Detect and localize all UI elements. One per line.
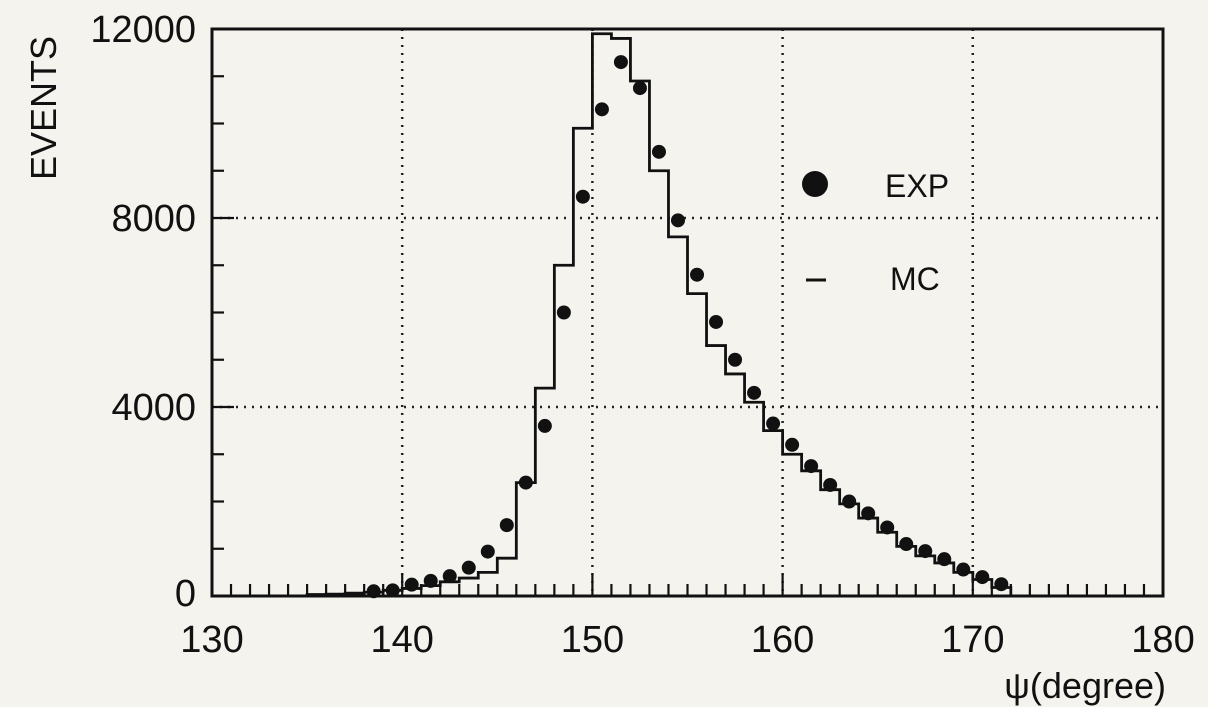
exp-data-point [861, 506, 876, 521]
y-tick-label: 0 [175, 573, 196, 615]
exp-data-point [442, 569, 457, 584]
legend-mc-label: MC [890, 261, 940, 297]
y-tick-label: 4000 [111, 387, 196, 429]
exp-data-point [747, 385, 762, 400]
exp-data-point [785, 437, 800, 452]
minor-ticks [210, 27, 1165, 598]
exp-data-point [918, 544, 933, 559]
exp-data-point [423, 573, 438, 588]
exp-data-point [613, 55, 628, 70]
x-tick-label: 130 [180, 619, 243, 661]
exp-data-point [594, 102, 609, 117]
exp-data-point [975, 570, 990, 585]
mc-step-line [305, 32, 1013, 596]
exp-data-point [728, 352, 743, 367]
exp-data-point [518, 475, 533, 490]
legend-exp-marker [802, 171, 828, 197]
x-tick-label: 140 [370, 619, 433, 661]
exp-data-point [651, 144, 666, 159]
x-tick-labels: 130 140 150 160 170 180 [180, 619, 1194, 661]
exp-data-point [575, 189, 590, 204]
y-tick-label: 8000 [111, 198, 196, 240]
y-axis-title: EVENTS [23, 36, 64, 180]
exp-data-point [804, 459, 819, 474]
exp-data-point [404, 577, 419, 592]
exp-data-point [670, 213, 685, 228]
exp-data-point [385, 583, 400, 598]
exp-data-point [937, 552, 952, 567]
exp-data-point [956, 562, 971, 577]
legend: EXP MC [802, 168, 949, 297]
y-tick-labels: 0 4000 8000 12000 [90, 9, 196, 615]
y-tick-label: 12000 [90, 9, 196, 51]
exp-data-point [842, 494, 857, 509]
x-tick-label: 180 [1131, 619, 1194, 661]
exp-data-point [556, 305, 571, 320]
exp-data-point [499, 518, 514, 533]
x-tick-label: 150 [561, 619, 624, 661]
exp-data-point [899, 537, 914, 552]
x-tick-label: 170 [941, 619, 1004, 661]
exp-data-point [994, 577, 1009, 592]
exp-data-point [480, 544, 495, 559]
grid-lines [212, 27, 1163, 596]
plot-frame [210, 27, 1165, 598]
exp-data-point [880, 520, 895, 535]
exp-data-point [537, 418, 552, 433]
exp-data-point [632, 81, 647, 96]
exp-data-point [690, 267, 705, 282]
exp-data-point [709, 314, 724, 329]
exp-data-point [823, 477, 838, 492]
x-axis-title: ψ(degree) [1004, 665, 1166, 706]
mc-series [305, 32, 1013, 596]
exp-data-point [766, 416, 781, 431]
legend-exp-label: EXP [885, 168, 949, 204]
exp-data-point [461, 560, 476, 575]
exp-series [366, 55, 1009, 599]
x-tick-label: 160 [751, 619, 814, 661]
